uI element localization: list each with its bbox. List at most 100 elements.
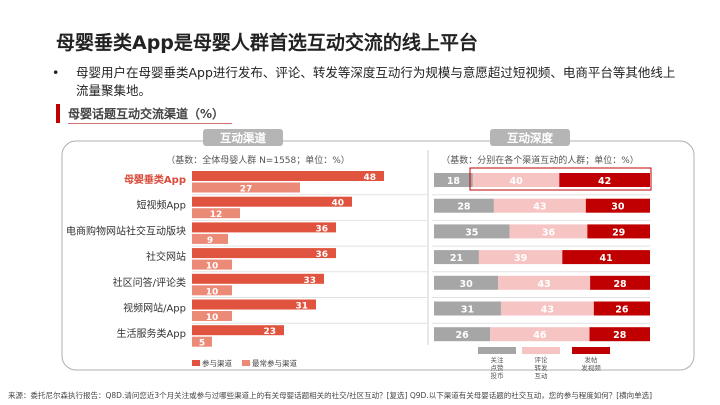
depth-segment-label: 39 — [514, 253, 527, 264]
depth-segment-label: 29 — [612, 227, 625, 238]
participate-bar-label: 48 — [363, 173, 376, 183]
depth-segment-label: 35 — [465, 227, 478, 238]
participate-bar-label: 40 — [331, 199, 344, 209]
section-accent-bar — [56, 104, 60, 123]
legend-depth-label: 投币 — [491, 371, 504, 380]
participate-bar — [192, 299, 316, 310]
section-underline — [68, 123, 232, 124]
chart-frame — [61, 140, 695, 371]
section-title: 母婴话题互动交流渠道（%） — [68, 107, 225, 121]
most-bar-label: 5 — [199, 339, 205, 349]
participate-bar-label: 23 — [263, 327, 276, 337]
legend-depth-swatch — [572, 347, 610, 354]
depth-segment — [434, 224, 510, 239]
depth-segment — [434, 275, 499, 290]
depth-segment — [493, 198, 586, 213]
depth-segment — [562, 250, 650, 265]
depth-segment-label: 26 — [455, 330, 469, 341]
summary-bullet: • 母婴用户在母婴垂类App进行发布、评论、转发等深度互动行为规模与意愿超过短视… — [52, 64, 680, 100]
depth-segment — [585, 198, 650, 213]
most-bar — [192, 285, 232, 296]
participate-bar-label: 31 — [295, 302, 308, 312]
depth-segment — [559, 173, 650, 187]
most-bar-label: 27 — [240, 185, 253, 195]
depth-chart-subtitle: （基数：分别在各个渠道互动的人群；单位：%） — [441, 154, 639, 166]
depth-segment-label: 41 — [600, 253, 613, 264]
participate-bar — [192, 196, 352, 207]
most-bar — [192, 311, 232, 321]
channel-chart-title: 互动渠道 — [220, 131, 266, 145]
legend-depth-label: 关注 — [491, 355, 505, 364]
depth-segment-label: 28 — [457, 202, 471, 213]
depth-segment-label: 43 — [538, 279, 551, 290]
depth-segment — [434, 173, 473, 187]
category-label: 视频网站/App — [123, 302, 186, 315]
category-label: 电商购物网站社交互动版块 — [66, 224, 186, 237]
most-bar-label: 10 — [206, 287, 219, 297]
legend-depth-swatch — [478, 347, 516, 354]
participate-bar — [192, 222, 336, 233]
depth-segment-label: 18 — [447, 176, 461, 187]
depth-segment — [590, 275, 650, 290]
depth-segment-label: 46 — [533, 330, 547, 341]
legend-depth-label: 发帖 — [585, 355, 599, 364]
source-note: 来源：委托尼尔森执行报告：Q8D.请问您近3个月关注或参与过哪些渠道上的有关母婴… — [8, 391, 653, 400]
depth-segment-label: 30 — [611, 202, 625, 213]
category-label: 社区问答/评论类 — [113, 276, 186, 289]
depth-segment — [593, 301, 650, 316]
legend-most-swatch — [242, 360, 250, 366]
participate-bar — [192, 273, 324, 284]
most-bar-label: 12 — [210, 210, 223, 220]
depth-segment — [472, 173, 560, 187]
depth-segment-label: 26 — [615, 305, 629, 316]
depth-segment — [490, 327, 590, 342]
participate-bar — [192, 325, 284, 336]
participate-bar — [192, 248, 336, 259]
category-label: 短视频App — [136, 199, 186, 212]
category-label: 母婴垂类App — [124, 173, 186, 186]
depth-segment-label: 43 — [533, 202, 546, 213]
most-bar — [192, 336, 212, 347]
depth-chart-title: 互动深度 — [507, 131, 553, 145]
depth-segment — [509, 224, 588, 239]
depth-segment — [498, 275, 591, 290]
depth-segment-label: 36 — [542, 227, 556, 238]
legend-participate-swatch — [192, 360, 200, 366]
legend-depth-label: 发视频 — [581, 363, 601, 372]
depth-segment — [434, 327, 491, 342]
channel-chart-pill — [203, 129, 283, 146]
legend-depth-label: 互动 — [535, 372, 549, 380]
channel-chart-subtitle: （基数：全体母婴人群 N=1558；单位：%） — [166, 154, 350, 166]
depth-segment-label: 40 — [509, 176, 523, 187]
participate-bar — [192, 171, 384, 181]
depth-segment-label: 21 — [450, 253, 463, 264]
participate-bar-label: 33 — [303, 276, 316, 286]
most-bar-label: 10 — [206, 262, 219, 272]
depth-segment — [500, 301, 594, 316]
depth-segment-label: 28 — [613, 330, 627, 341]
depth-segment-label: 42 — [598, 176, 611, 187]
participate-bar-label: 36 — [315, 224, 328, 234]
depth-segment — [587, 224, 650, 239]
most-bar — [192, 208, 240, 219]
legend-depth-swatch — [522, 347, 560, 354]
page-title: 母婴垂类App是母婴人群首选互动交流的线上平台 — [56, 32, 478, 54]
depth-segment — [434, 198, 494, 213]
legend-participate-label: 参与渠道 — [202, 358, 232, 368]
depth-segment-label: 31 — [461, 305, 474, 316]
legend-most-label: 最常参与渠道 — [252, 358, 297, 368]
depth-segment-label: 28 — [613, 279, 627, 290]
bullet-text: 母婴用户在母婴垂类App进行发布、评论、转发等深度互动行为规模与意愿超过短视频、… — [76, 65, 676, 98]
depth-segment — [589, 327, 650, 342]
most-bar — [192, 182, 300, 193]
participate-bar-label: 36 — [315, 250, 328, 260]
legend-depth-label: 转发 — [535, 363, 549, 372]
depth-segment — [434, 250, 479, 265]
highlight-box — [469, 167, 652, 191]
category-label: 生活服务类App — [116, 327, 186, 340]
legend-depth-label: 点赞 — [491, 363, 505, 372]
depth-segment — [434, 301, 501, 316]
depth-segment-label: 30 — [459, 279, 473, 290]
depth-segment — [478, 250, 563, 265]
